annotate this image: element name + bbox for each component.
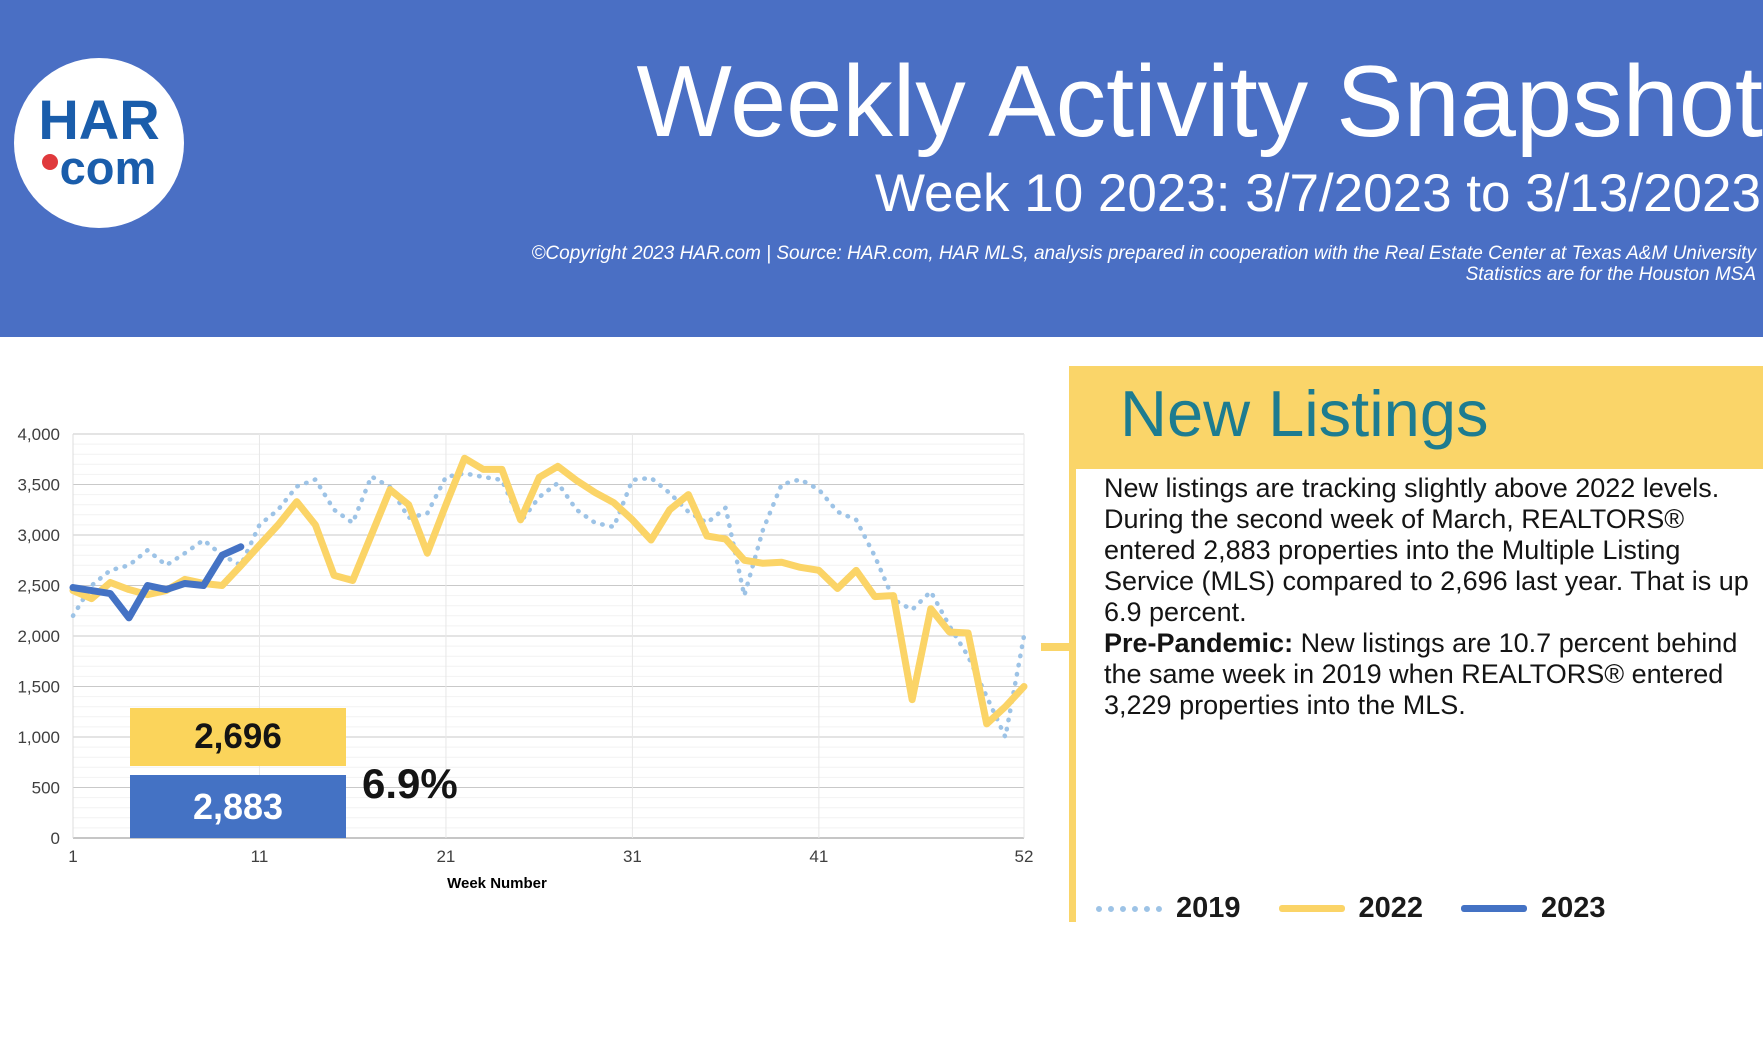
pre-pandemic-label: Pre-Pandemic: bbox=[1104, 628, 1294, 658]
chart-legend: 2019 2022 2023 bbox=[1096, 894, 1606, 923]
legend-item-2019: 2019 bbox=[1096, 894, 1241, 923]
page-title: Weekly Activity Snapshot bbox=[636, 46, 1763, 158]
legend-item-2022: 2022 bbox=[1278, 892, 1424, 924]
x-axis-title: Week Number bbox=[447, 875, 547, 892]
panel-body-text: New listings are tracking slightly above… bbox=[1104, 473, 1759, 721]
har-com-logo: HAR com bbox=[14, 58, 184, 228]
percent-change-label: 6.9% bbox=[362, 760, 458, 807]
callout-2023-value: 2,883 bbox=[130, 775, 346, 838]
svg-text:3,500: 3,500 bbox=[17, 476, 60, 495]
panel-vertical-rule bbox=[1069, 469, 1076, 922]
logo-com-text: com bbox=[59, 141, 157, 195]
panel-paragraph-2-text: New listings are 10.7 percent behind the… bbox=[1104, 628, 1738, 720]
svg-text:1,500: 1,500 bbox=[17, 678, 60, 697]
logo-har-text: HAR bbox=[38, 87, 160, 151]
panel-paragraph-2: Pre-Pandemic: New listings are 10.7 perc… bbox=[1104, 628, 1759, 721]
legend-swatch-2019-dotted-line-icon bbox=[1096, 905, 1162, 912]
logo-red-dot-icon bbox=[41, 153, 58, 170]
svg-text:11: 11 bbox=[251, 847, 269, 866]
svg-text:4,000: 4,000 bbox=[17, 425, 60, 444]
panel-paragraph-1: New listings are tracking slightly above… bbox=[1104, 473, 1749, 627]
svg-text:21: 21 bbox=[436, 847, 455, 866]
panel-title: New Listings bbox=[1120, 377, 1489, 450]
callout-2022-value: 2,696 bbox=[130, 708, 346, 766]
svg-text:2,500: 2,500 bbox=[17, 577, 60, 596]
legend-swatch-2023-line-icon bbox=[1461, 905, 1528, 912]
svg-text:1,000: 1,000 bbox=[17, 728, 60, 747]
svg-text:500: 500 bbox=[32, 779, 60, 798]
svg-text:2,000: 2,000 bbox=[17, 627, 60, 646]
legend-item-2023: 2023 bbox=[1461, 894, 1606, 923]
copyright-line2: Statistics are for the Houston MSA bbox=[1465, 264, 1756, 285]
copyright-line1: ©Copyright 2023 HAR.com | Source: HAR.co… bbox=[531, 243, 1756, 264]
svg-text:3,000: 3,000 bbox=[17, 526, 60, 545]
copyright-text: ©Copyright 2023 HAR.com | Source: HAR.co… bbox=[531, 243, 1756, 285]
svg-text:52: 52 bbox=[1015, 847, 1034, 866]
legend-label-2022: 2022 bbox=[1358, 892, 1424, 924]
panel-connector-tick bbox=[1041, 643, 1069, 651]
legend-swatch-2022-line-icon bbox=[1278, 905, 1345, 912]
svg-text:41: 41 bbox=[809, 847, 828, 866]
legend-label-2019: 2019 bbox=[1176, 892, 1241, 924]
svg-text:1: 1 bbox=[68, 847, 77, 866]
svg-text:31: 31 bbox=[623, 847, 642, 866]
page-subtitle: Week 10 2023: 3/7/2023 to 3/13/2023 bbox=[874, 164, 1761, 223]
panel-header-box bbox=[1069, 366, 1763, 469]
legend-label-2023: 2023 bbox=[1541, 892, 1606, 924]
svg-text:0: 0 bbox=[51, 829, 60, 848]
header-band: HAR com Weekly Activity Snapshot Week 10… bbox=[0, 0, 1763, 337]
